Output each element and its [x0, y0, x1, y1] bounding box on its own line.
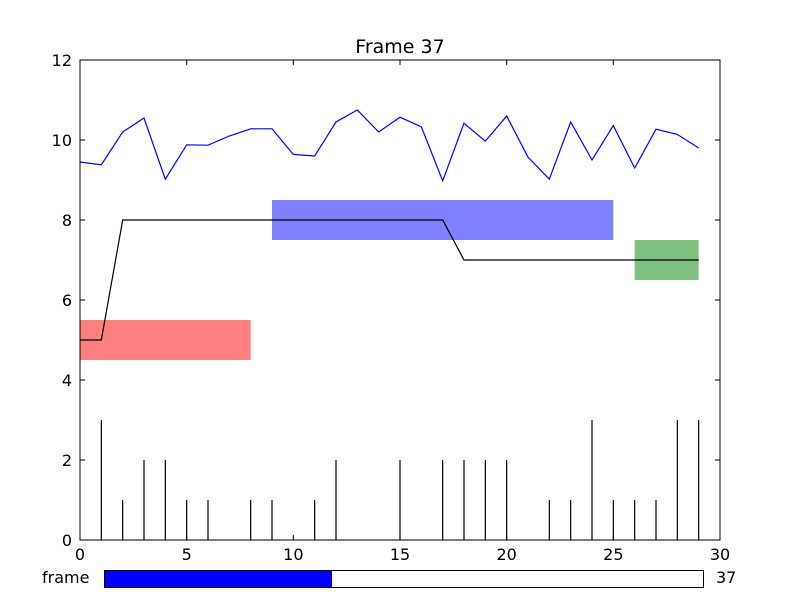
x-tick-label: 30 [710, 545, 730, 564]
frame-chart: Frame 37 0 5 10 15 20 25 30 0 2 4 6 8 10 12 [52, 36, 731, 564]
x-tick-label: 10 [283, 545, 303, 564]
highlight-spans [80, 200, 699, 360]
slider-fill [105, 571, 333, 587]
x-tick-label: 15 [390, 545, 410, 564]
y-tick-label: 8 [62, 211, 72, 230]
span-0 [80, 320, 251, 360]
slider-value: 37 [716, 568, 737, 587]
x-tick-label: 20 [496, 545, 516, 564]
x-tick-label: 0 [75, 545, 85, 564]
slider-label: frame [42, 568, 90, 587]
series-layer [79, 109, 700, 540]
y-tick-label: 12 [52, 51, 72, 70]
state-line [80, 219, 699, 341]
y-tick-label: 0 [62, 531, 72, 550]
axis-ticks: 0 5 10 15 20 25 30 0 2 4 6 8 10 12 [52, 51, 731, 564]
slider-track[interactable] [104, 570, 704, 588]
chart-title: Frame 37 [355, 36, 444, 58]
frame-slider[interactable]: frame 37 [0, 566, 800, 592]
y-tick-label: 6 [62, 291, 72, 310]
y-tick-label: 2 [62, 451, 72, 470]
y-tick-label: 10 [52, 131, 72, 150]
y-tick-label: 4 [62, 371, 72, 390]
signal-line [79, 109, 700, 183]
x-tick-label: 25 [603, 545, 623, 564]
x-tick-label: 5 [182, 545, 192, 564]
